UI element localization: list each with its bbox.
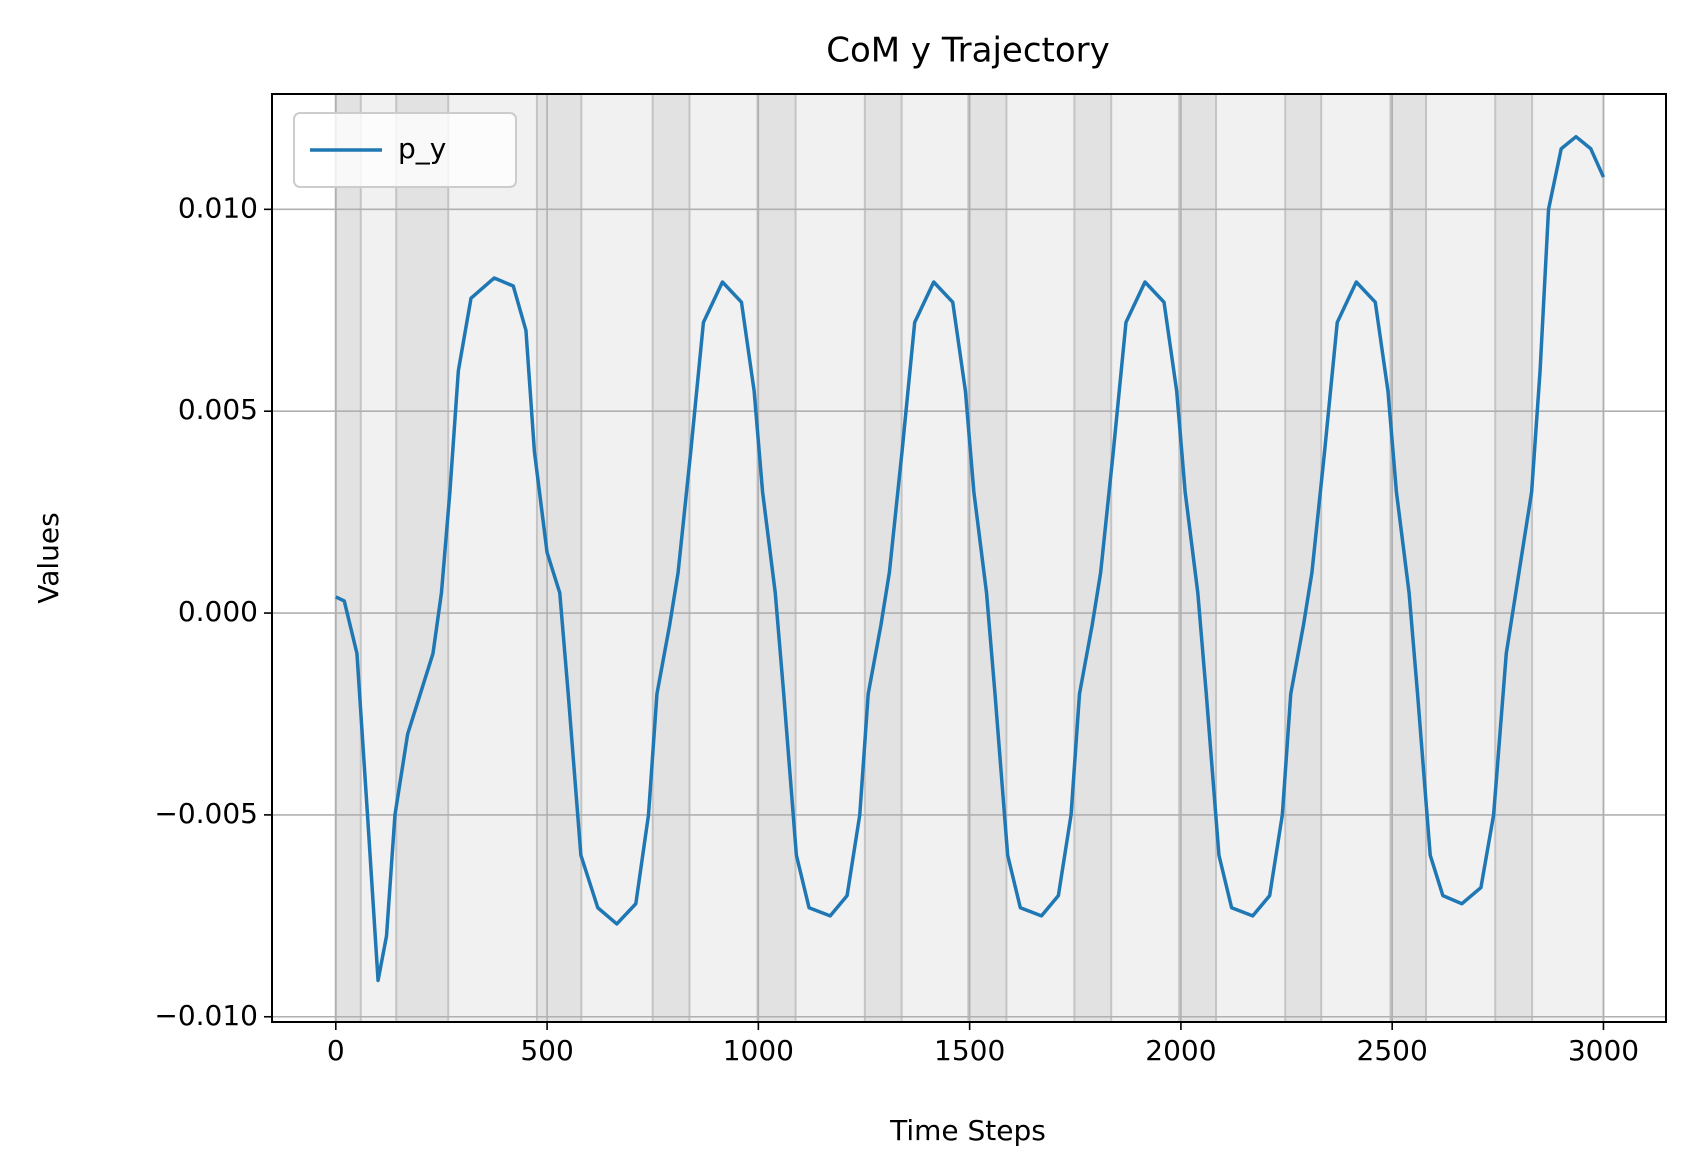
- y-tick-label: −0.010: [154, 999, 258, 1032]
- x-tick-label: 2500: [1357, 1034, 1428, 1067]
- phase-band: [863, 93, 903, 1023]
- x-tick-label: 1500: [934, 1034, 1005, 1067]
- phase-band: [395, 93, 450, 1023]
- phase-band: [1073, 93, 1113, 1023]
- x-tick-label: 1000: [723, 1034, 794, 1067]
- data-line: [335, 134, 1606, 983]
- x-tick-label: 0: [327, 1034, 345, 1067]
- phase-band: [756, 93, 797, 1023]
- x-tick-label: 3000: [1568, 1034, 1639, 1067]
- x-tick-label: 2000: [1145, 1034, 1216, 1067]
- x-tick-label: 500: [520, 1034, 573, 1067]
- y-tick-label: 0.010: [178, 191, 258, 224]
- legend-box: [293, 112, 517, 188]
- phase-band: [535, 93, 583, 1023]
- phase-band: [334, 93, 362, 1023]
- phase-band: [967, 93, 1008, 1023]
- y-tick-label: 0.005: [178, 393, 258, 426]
- phase-band: [1389, 93, 1427, 1023]
- y-axis-label: Values: [32, 512, 65, 603]
- phase-band: [1178, 93, 1217, 1023]
- y-tick-label: −0.005: [154, 797, 258, 830]
- phase-band: [1494, 93, 1534, 1023]
- y-tick-label: 0.000: [178, 595, 258, 628]
- plot-frame: [271, 93, 1667, 1023]
- chart-title: CoM y Trajectory: [826, 31, 1110, 71]
- legend-label: p_y: [398, 132, 446, 165]
- phase-band: [651, 93, 691, 1023]
- x-axis-label: Time Steps: [889, 1114, 1046, 1147]
- phase-band: [1284, 93, 1323, 1023]
